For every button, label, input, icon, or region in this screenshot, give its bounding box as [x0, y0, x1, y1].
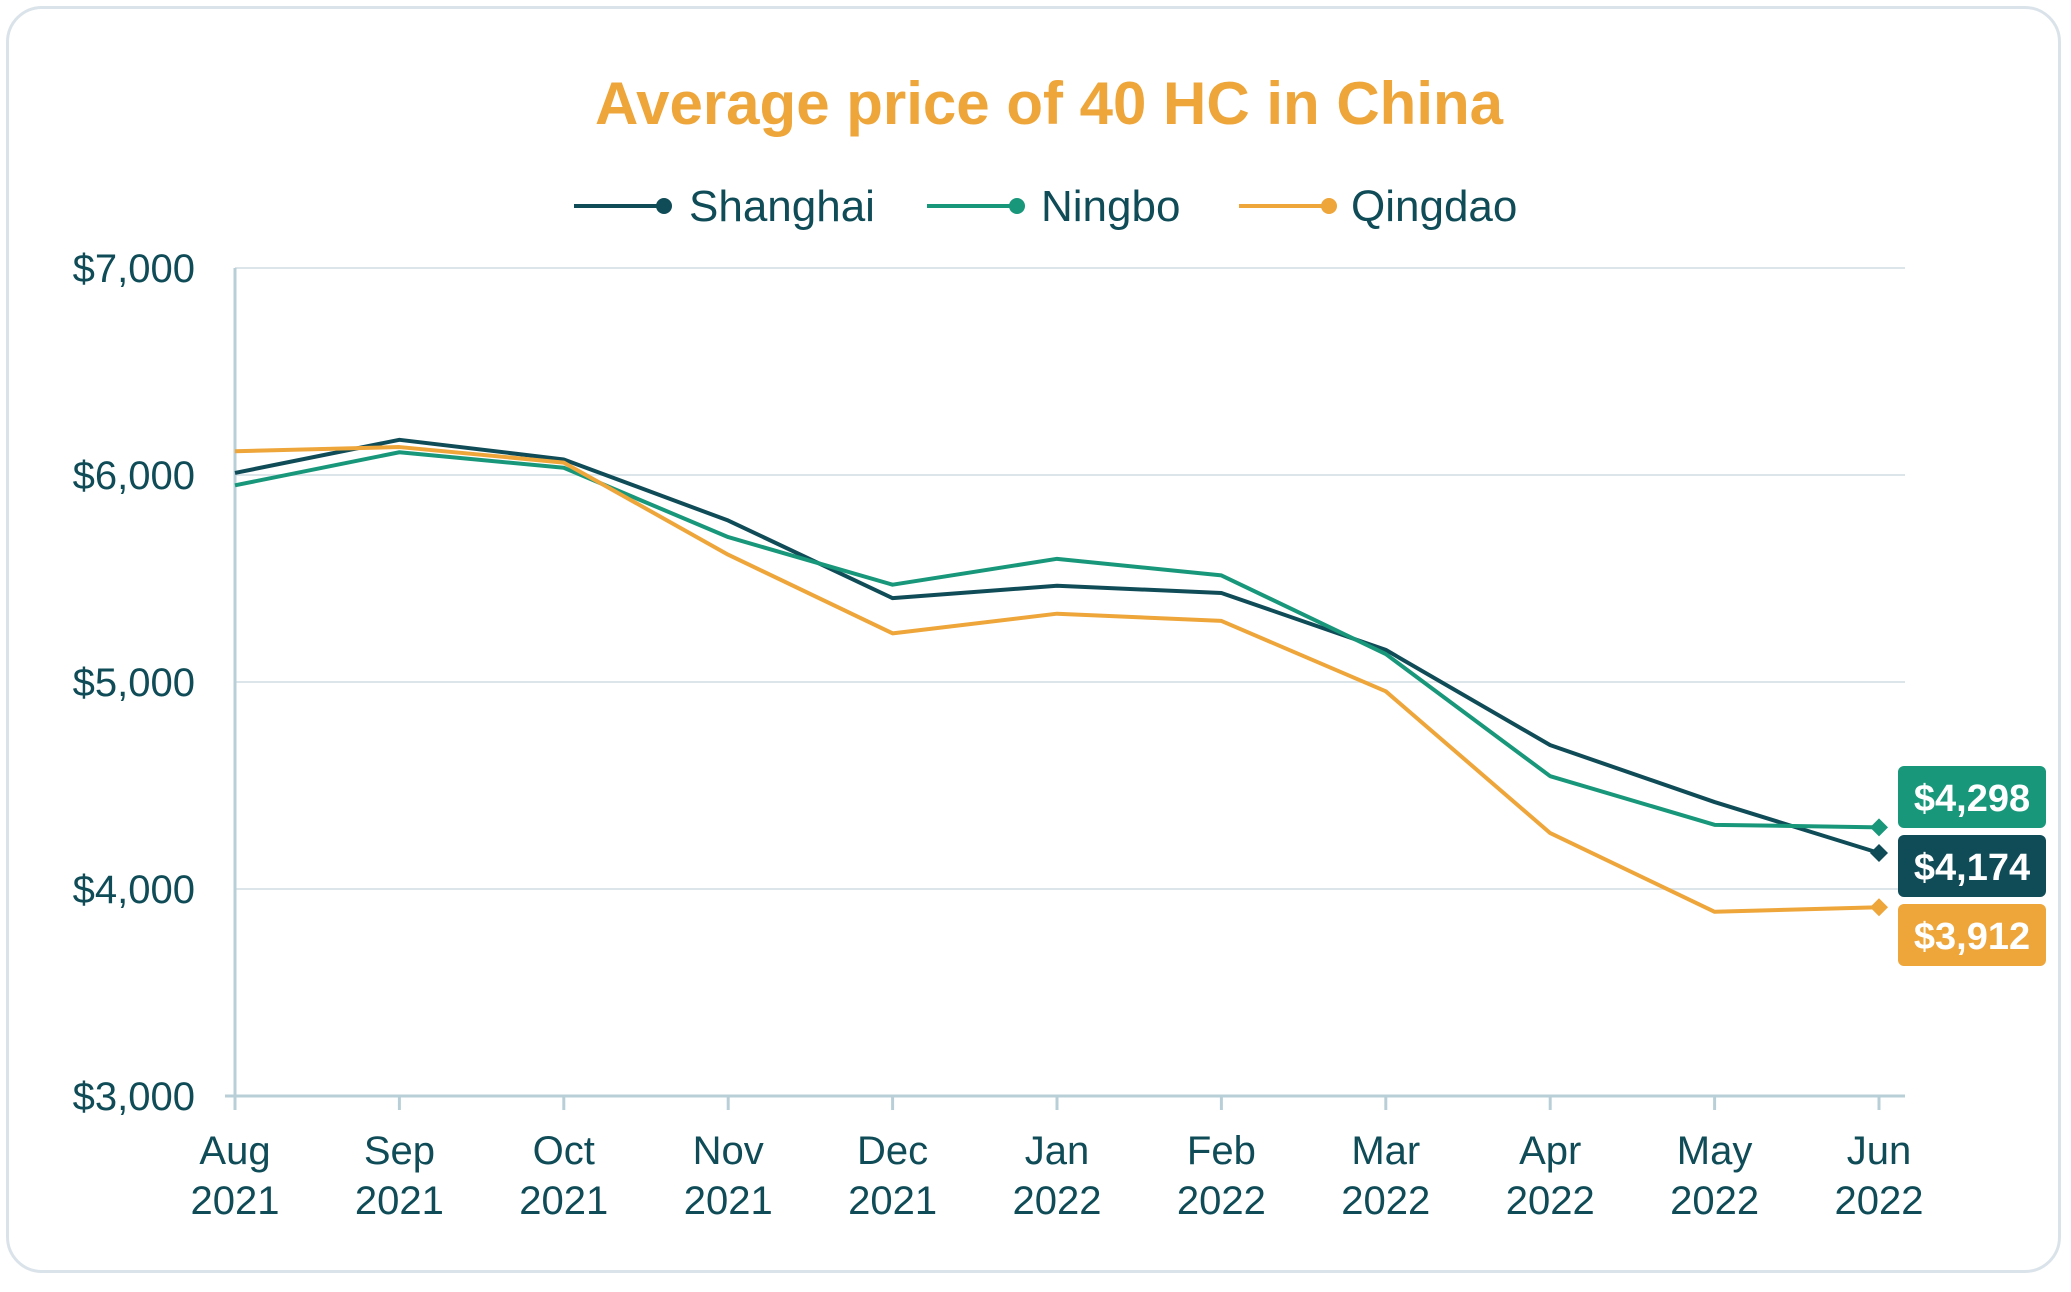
series-lines — [234, 437, 1888, 917]
chart-title: Average price of 40 HC in China — [595, 70, 1504, 137]
end-label-text: $4,298 — [1914, 778, 2030, 820]
end-label-text: $4,174 — [1914, 847, 2030, 889]
x-tick-label-year: 2022 — [1013, 1179, 1102, 1223]
x-tick-label-month: May — [1677, 1129, 1753, 1173]
legend-swatch-dot — [1321, 198, 1337, 214]
x-tick-label-month: Nov — [693, 1129, 764, 1173]
x-tick-label-year: 2022 — [1341, 1179, 1430, 1223]
end-label-ningbo: $4,298 — [1898, 766, 2046, 828]
end-value-labels: $4,298 $4,174 $3,912 — [1898, 766, 2046, 966]
x-tick-label-month: Apr — [1519, 1129, 1581, 1173]
end-label-box — [1898, 835, 2046, 897]
x-tick-label-year: 2021 — [191, 1179, 280, 1223]
x-tick-label-month: Dec — [857, 1129, 928, 1173]
end-label-qingdao: $3,912 — [1898, 904, 2046, 966]
x-tick-label-year: 2021 — [355, 1179, 444, 1223]
end-point-marker-shanghai — [1870, 843, 1888, 862]
axes — [225, 268, 1905, 1098]
legend-swatch-dot — [656, 198, 672, 214]
y-tick-label: $4,000 — [73, 868, 195, 912]
legend-label: Qingdao — [1351, 182, 1517, 231]
y-tick-label: $7,000 — [73, 247, 195, 291]
legend-item-shanghai: Shanghai — [574, 182, 875, 231]
end-label-text: $3,912 — [1914, 916, 2030, 958]
y-axis-ticks: $3,000 $4,000 $5,000 $6,000 $7,000 — [73, 247, 195, 1119]
x-tick-label-month: Aug — [199, 1129, 270, 1173]
legend-item-qingdao: Qingdao — [1239, 182, 1517, 231]
y-tick-label: $6,000 — [73, 454, 195, 498]
end-point-marker-ningbo — [1870, 818, 1888, 837]
x-axis-ticks: Aug 2021 Sep 2021 Oct 2021 Nov 2021 Dec 2021 Jan 20… — [191, 1096, 1924, 1223]
legend-swatch-dot — [1009, 198, 1025, 214]
gridlines — [235, 267, 1905, 890]
x-tick-label-year: 2021 — [848, 1179, 937, 1223]
end-label-shanghai: $4,174 — [1898, 835, 2046, 897]
legend-label: Ningbo — [1041, 182, 1180, 231]
x-tick-label-year: 2021 — [519, 1179, 608, 1223]
end-point-marker-qingdao — [1870, 898, 1888, 917]
x-tick-label-month: Jan — [1025, 1129, 1090, 1173]
series-line-qingdao — [234, 445, 1880, 914]
x-tick-label-year: 2022 — [1506, 1179, 1595, 1223]
chart-card: Average price of 40 HC in China Shanghai… — [6, 6, 2061, 1273]
y-tick-label: $3,000 — [73, 1075, 195, 1119]
legend-item-ningbo: Ningbo — [927, 182, 1180, 231]
x-tick-label-month: Mar — [1351, 1129, 1420, 1173]
x-tick-label-month: Oct — [533, 1129, 595, 1173]
x-tick-label-year: 2022 — [1670, 1179, 1759, 1223]
x-tick-label-month: Feb — [1187, 1129, 1256, 1173]
x-tick-label-year: 2022 — [1177, 1179, 1266, 1223]
x-tick-label-year: 2022 — [1835, 1179, 1924, 1223]
series-line-ningbo — [234, 450, 1880, 830]
x-tick-label-year: 2021 — [684, 1179, 773, 1223]
end-label-box — [1898, 904, 2046, 966]
legend-label: Shanghai — [689, 182, 875, 231]
x-tick-label-month: Jun — [1847, 1129, 1912, 1173]
end-label-box — [1898, 766, 2046, 828]
line-chart: Average price of 40 HC in China Shanghai… — [73, 70, 2046, 1223]
y-tick-label: $5,000 — [73, 661, 195, 705]
legend: Shanghai Ningbo Qingdao — [574, 182, 1517, 231]
x-tick-label-month: Sep — [364, 1129, 435, 1173]
series-line-shanghai — [234, 437, 1880, 855]
